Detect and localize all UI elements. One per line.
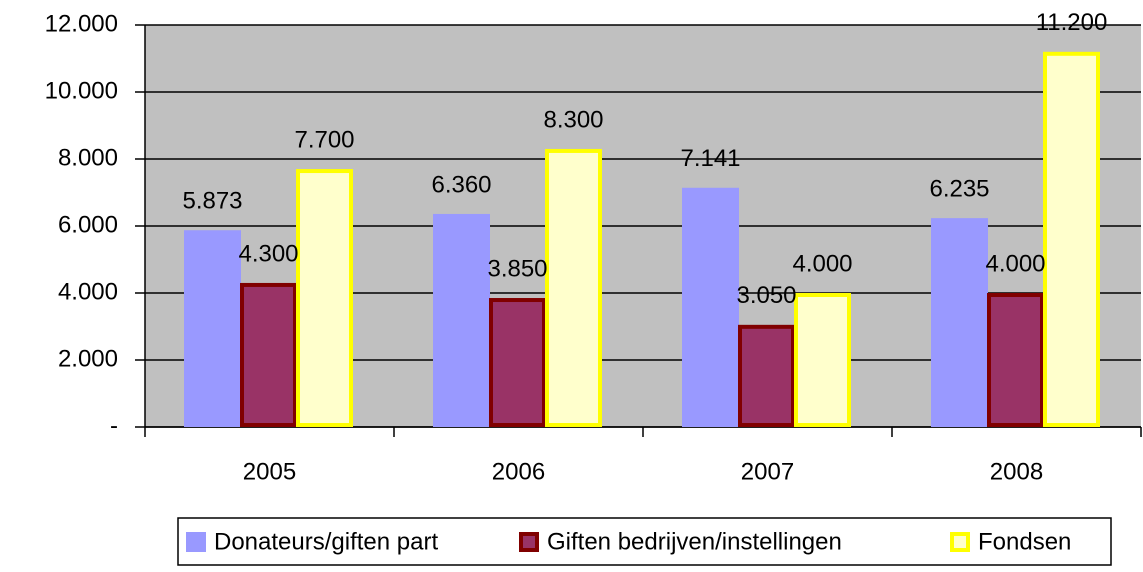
bar (1043, 51, 1100, 428)
y-tick-label: 12.000 (45, 10, 118, 37)
bar (545, 148, 602, 427)
value-label: 6.235 (929, 175, 989, 202)
value-label: 4.000 (792, 250, 852, 277)
x-tick-label: 2007 (741, 458, 794, 485)
x-tick-label: 2005 (243, 458, 296, 485)
value-label: 11.200 (1036, 9, 1108, 36)
legend-label: Fondsen (978, 528, 1071, 555)
x-tick-label: 2006 (492, 458, 545, 485)
bar (794, 293, 851, 427)
y-tick-label: - (110, 412, 118, 439)
y-tick-label: 2.000 (58, 345, 118, 372)
value-label: 5.873 (182, 188, 242, 215)
value-label: 4.000 (985, 250, 1045, 277)
value-label: 3.850 (487, 255, 547, 282)
y-tick-label: 6.000 (58, 211, 118, 238)
bar (738, 324, 795, 428)
value-label: 7.141 (680, 145, 740, 172)
bar (931, 218, 988, 427)
bar (184, 230, 241, 427)
value-label: 7.700 (294, 126, 354, 153)
bar (433, 213, 490, 427)
x-tick-label: 2008 (990, 458, 1043, 485)
value-label: 6.360 (431, 171, 491, 198)
legend-label: Giften bedrijven/instellingen (547, 528, 842, 555)
value-label: 8.300 (543, 106, 603, 133)
legend-swatch (519, 532, 539, 552)
y-tick-label: 4.000 (58, 278, 118, 305)
y-tick-label: 10.000 (45, 77, 118, 104)
bar (240, 282, 297, 428)
value-label: 3.050 (736, 282, 796, 309)
value-label: 4.300 (238, 240, 298, 267)
legend-label: Donateurs/giften part (214, 528, 438, 555)
bar (296, 169, 353, 427)
bar (682, 187, 739, 427)
bar (489, 298, 546, 427)
legend-swatch (186, 532, 206, 552)
y-tick-label: 8.000 (58, 144, 118, 171)
legend-swatch (950, 532, 970, 552)
bar (987, 293, 1044, 427)
